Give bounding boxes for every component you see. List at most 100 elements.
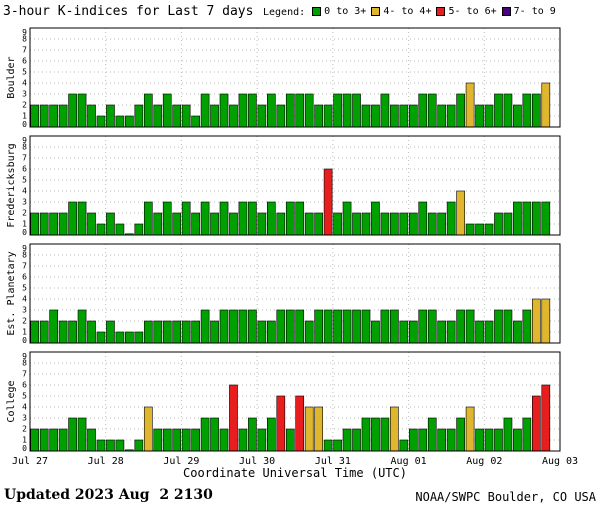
k-index-bar bbox=[446, 104, 456, 128]
k-index-bar bbox=[513, 104, 522, 128]
panel-border bbox=[29, 27, 561, 128]
k-index-bar bbox=[191, 115, 200, 128]
k-index-bar bbox=[210, 417, 219, 452]
k-index-bar bbox=[267, 201, 276, 236]
y-tick-label: 1 bbox=[22, 328, 27, 337]
k-index-bar bbox=[342, 201, 352, 236]
k-index-bar bbox=[494, 93, 503, 128]
y-tick-label: 4 bbox=[22, 403, 27, 412]
k-index-bar bbox=[106, 439, 115, 452]
k-index-bar bbox=[399, 320, 409, 344]
k-index-bar bbox=[532, 395, 541, 452]
k-index-bar bbox=[418, 93, 428, 128]
k-index-bar bbox=[390, 309, 399, 344]
k-index-bar bbox=[172, 104, 182, 128]
k-index-bar bbox=[333, 439, 342, 452]
k-index-bar bbox=[304, 320, 314, 344]
k-index-bar bbox=[153, 104, 163, 128]
k-index-bar bbox=[484, 223, 494, 236]
k-index-bar bbox=[503, 93, 513, 128]
k-index-bar bbox=[219, 309, 229, 344]
k-index-bar bbox=[522, 201, 532, 236]
k-index-bar bbox=[191, 212, 200, 236]
legend-swatch-green bbox=[312, 7, 322, 16]
y-tick-label: 5 bbox=[22, 68, 27, 77]
k-index-bar bbox=[371, 104, 380, 128]
k-index-bar bbox=[390, 104, 399, 128]
k-index-bar bbox=[181, 201, 191, 236]
k-index-bar bbox=[210, 212, 219, 236]
k-index-bar bbox=[58, 212, 68, 236]
k-index-bar bbox=[153, 320, 163, 344]
k-index-bar bbox=[295, 93, 305, 128]
y-tick-label: 8 bbox=[22, 359, 27, 368]
y-tick-label: 4 bbox=[22, 79, 27, 88]
legend-item: 4- to 4+ bbox=[371, 6, 431, 17]
k-index-bar bbox=[532, 201, 541, 236]
k-index-bar bbox=[418, 428, 428, 452]
k-index-bar bbox=[172, 320, 182, 344]
k-index-bar bbox=[427, 212, 437, 236]
k-index-bar bbox=[115, 223, 125, 236]
k-index-bar bbox=[342, 309, 352, 344]
k-index-bar bbox=[68, 320, 77, 344]
k-index-bar bbox=[361, 212, 371, 236]
k-index-bar bbox=[248, 417, 257, 452]
legend-item-label: 4- to 4+ bbox=[383, 6, 432, 17]
k-index-bar bbox=[323, 104, 333, 128]
k-index-bar bbox=[125, 115, 134, 128]
y-tick-label: 2 bbox=[22, 209, 27, 218]
y-tick-label: 9 bbox=[22, 28, 27, 37]
k-index-bar bbox=[465, 223, 475, 236]
k-index-bar bbox=[532, 93, 541, 128]
k-index-bar bbox=[229, 212, 238, 236]
y-tick-label: 1 bbox=[22, 112, 27, 121]
k-index-bar bbox=[96, 115, 106, 128]
source-credit: NOAA/SWPC Boulder, CO USA bbox=[415, 490, 596, 504]
k-index-bar bbox=[77, 309, 87, 344]
legend: Legend: 0 to 3+ 4- to 4+ 5- to 6+ 7- to 9 bbox=[263, 6, 556, 19]
y-tick-label: 3 bbox=[22, 90, 27, 99]
k-index-bar bbox=[399, 212, 409, 236]
k-index-bar bbox=[465, 309, 475, 344]
k-index-bar bbox=[361, 417, 371, 452]
k-index-bar bbox=[427, 93, 437, 128]
k-index-bar bbox=[49, 428, 58, 452]
k-index-bar bbox=[475, 320, 484, 344]
k-index-bar bbox=[257, 428, 267, 452]
k-index-bar bbox=[323, 439, 333, 452]
k-index-bar bbox=[380, 417, 390, 452]
k-index-bar bbox=[541, 298, 551, 344]
k-index-bar bbox=[418, 201, 428, 236]
k-index-bar bbox=[248, 309, 257, 344]
k-index-bar bbox=[408, 104, 418, 128]
k-index-bar bbox=[219, 428, 229, 452]
k-index-bar bbox=[314, 309, 323, 344]
k-index-bar bbox=[465, 82, 475, 128]
k-index-bar bbox=[219, 93, 229, 128]
y-tick-label: 7 bbox=[22, 262, 27, 271]
k-index-bar bbox=[276, 395, 286, 452]
k-index-bar bbox=[323, 309, 333, 344]
k-index-bar bbox=[238, 201, 248, 236]
k-index-bar bbox=[371, 320, 380, 344]
x-tick-label: Jul 29 bbox=[163, 456, 199, 467]
k-index-bar bbox=[39, 212, 49, 236]
k-index-bar bbox=[181, 104, 191, 128]
k-index-bar bbox=[352, 93, 361, 128]
k-index-bar bbox=[143, 93, 153, 128]
k-index-bar bbox=[541, 82, 551, 128]
x-tick-label: Aug 03 bbox=[542, 456, 578, 467]
k-index-bar bbox=[229, 384, 238, 452]
k-index-bar bbox=[58, 320, 68, 344]
k-index-bar bbox=[494, 428, 503, 452]
k-index-bar bbox=[267, 417, 276, 452]
y-tick-label: 7 bbox=[22, 46, 27, 55]
k-index-bar bbox=[219, 201, 229, 236]
legend-item-label: 0 to 3+ bbox=[324, 6, 367, 17]
k-index-bar bbox=[143, 201, 153, 236]
legend-items: 0 to 3+ 4- to 4+ 5- to 6+ 7- to 9 bbox=[307, 6, 556, 19]
k-index-bar bbox=[134, 439, 144, 452]
k-index-bar bbox=[475, 223, 484, 236]
